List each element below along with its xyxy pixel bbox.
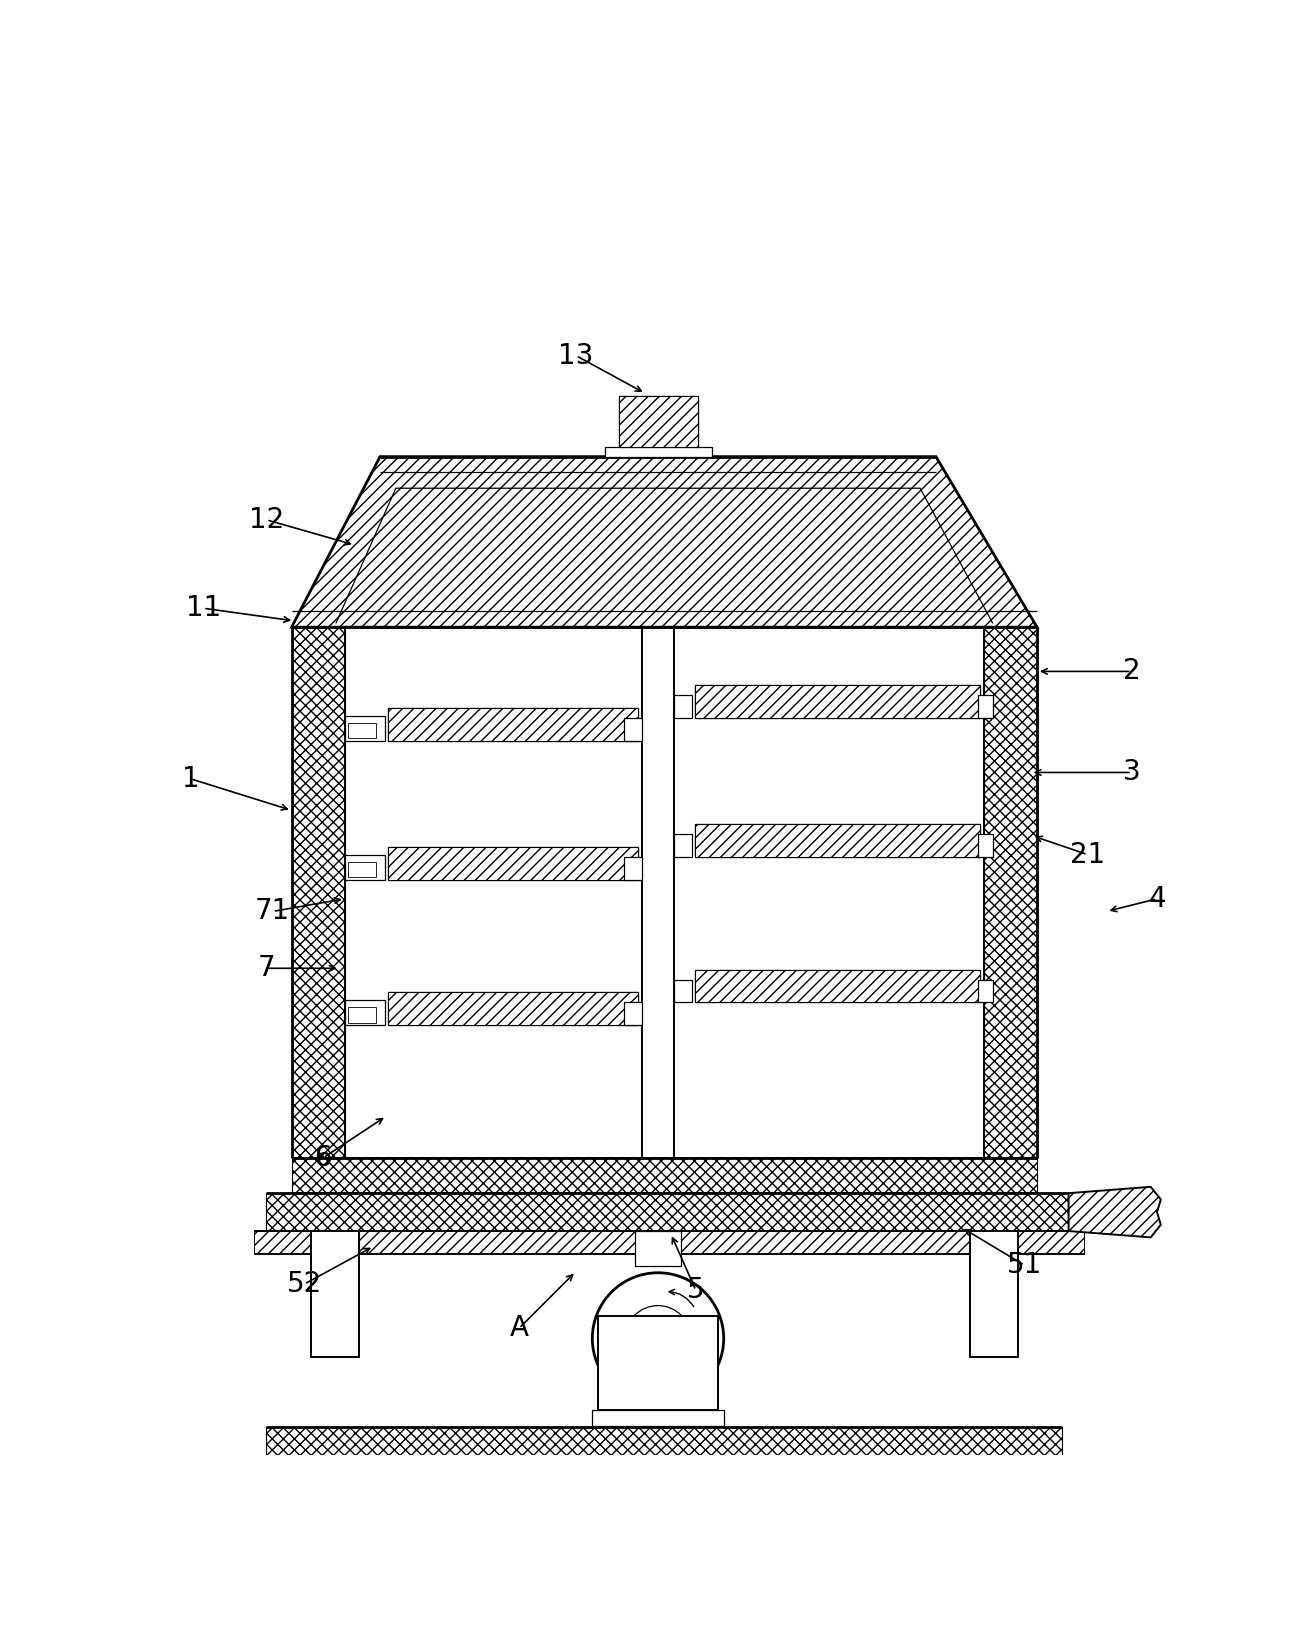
Bar <box>605 446 712 456</box>
Text: 21: 21 <box>1070 841 1105 869</box>
Text: 71: 71 <box>255 897 291 925</box>
Bar <box>292 1157 1037 1193</box>
Text: 11: 11 <box>186 594 221 622</box>
Bar <box>292 627 345 1157</box>
Bar <box>254 1231 1084 1254</box>
Bar <box>266 1427 1062 1462</box>
Bar <box>624 1002 642 1025</box>
Text: 12: 12 <box>249 505 284 533</box>
Bar <box>970 1231 1019 1358</box>
Bar <box>674 979 692 1002</box>
Text: 5: 5 <box>687 1276 704 1304</box>
Bar <box>266 1193 1069 1231</box>
Bar <box>978 695 992 718</box>
Bar <box>311 1231 358 1358</box>
Bar <box>984 627 1037 1157</box>
Bar <box>388 708 638 741</box>
Bar <box>345 999 386 1025</box>
Bar <box>695 825 980 858</box>
Bar <box>388 993 638 1025</box>
Text: 7: 7 <box>258 955 275 983</box>
Text: 13: 13 <box>558 342 594 370</box>
Bar <box>978 979 992 1002</box>
Text: 51: 51 <box>1007 1251 1042 1279</box>
Bar <box>636 1231 680 1266</box>
Bar <box>624 858 642 881</box>
Circle shape <box>592 1272 724 1404</box>
Bar <box>597 1315 719 1411</box>
Bar <box>349 723 376 739</box>
Bar <box>674 835 692 858</box>
Text: A: A <box>509 1315 529 1343</box>
Bar <box>349 863 376 877</box>
Polygon shape <box>292 456 1037 627</box>
Bar <box>592 1411 724 1425</box>
Text: 4: 4 <box>1149 886 1166 914</box>
Bar <box>345 716 386 741</box>
Text: 1: 1 <box>182 765 199 793</box>
Bar <box>674 695 692 718</box>
Bar <box>345 854 386 881</box>
Bar <box>695 685 980 718</box>
Bar <box>619 397 699 446</box>
Bar <box>388 848 638 881</box>
Text: 2: 2 <box>1123 657 1141 685</box>
Bar <box>978 835 992 858</box>
Bar <box>695 969 980 1002</box>
Polygon shape <box>1069 1187 1161 1238</box>
Bar <box>349 1007 376 1022</box>
Bar <box>624 718 642 741</box>
Text: 6: 6 <box>315 1144 332 1172</box>
Circle shape <box>625 1305 691 1371</box>
Text: 52: 52 <box>287 1271 322 1299</box>
Text: 3: 3 <box>1123 759 1141 787</box>
